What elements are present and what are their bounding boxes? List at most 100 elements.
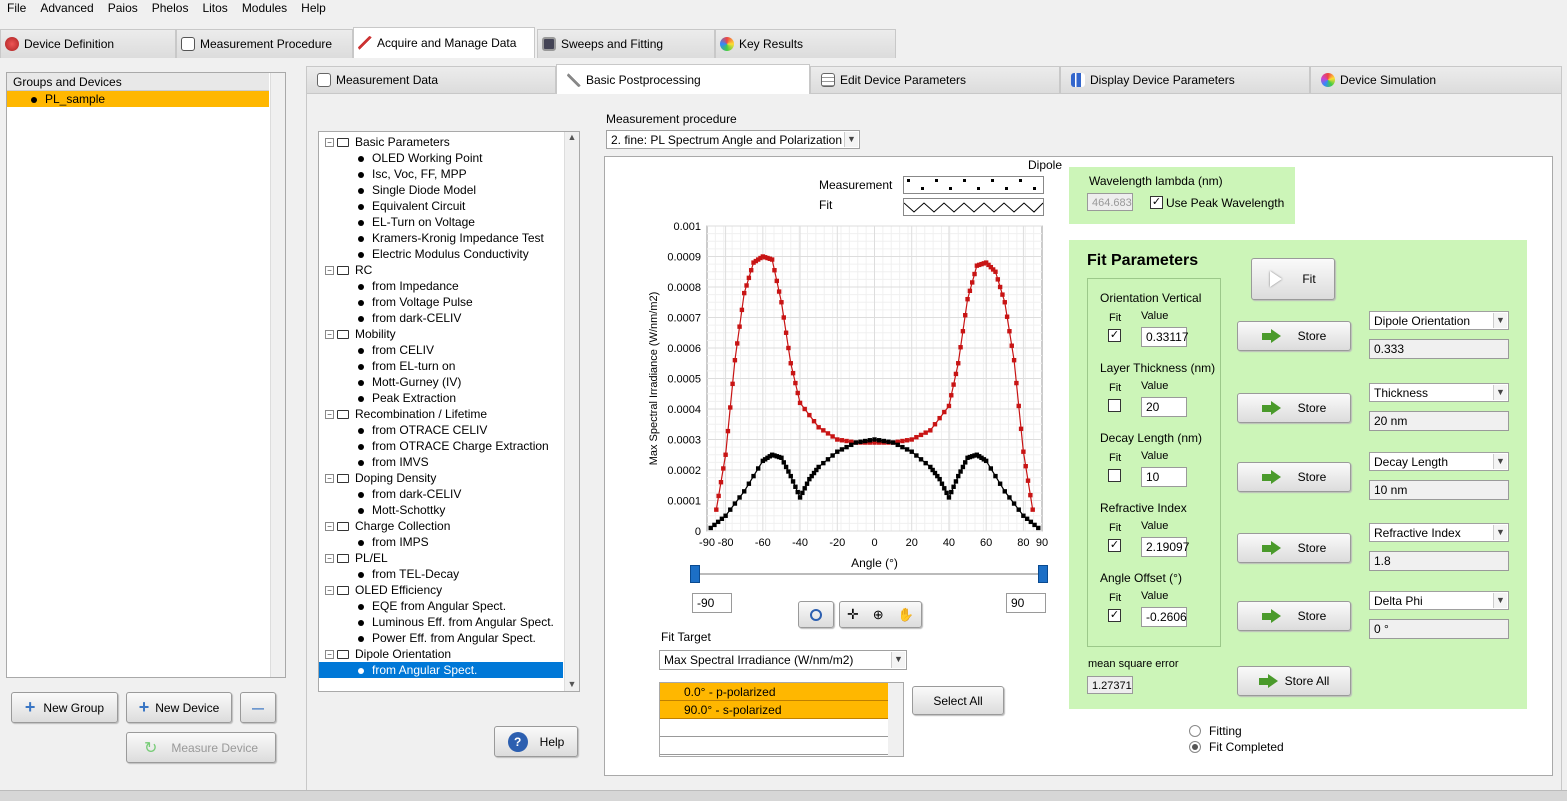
store-all-button[interactable]: Store All	[1237, 666, 1351, 696]
store-button[interactable]: Store	[1237, 462, 1351, 492]
tree-group[interactable]: − Charge Collection	[325, 518, 450, 534]
tree-group[interactable]: − OLED Efficiency	[325, 582, 442, 598]
fit-checkbox[interactable]	[1108, 469, 1121, 482]
collapse-icon[interactable]: −	[325, 522, 334, 532]
collapse-icon[interactable]: −	[325, 650, 334, 660]
select-all-button[interactable]: Select All	[912, 686, 1004, 715]
tree-group[interactable]: − PL/EL	[325, 550, 388, 566]
plot-tools-button[interactable]: ✛ ⊕ ✋	[839, 601, 922, 628]
tree-group[interactable]: − Recombination / Lifetime	[325, 406, 487, 422]
menu-item-litos[interactable]: Litos	[202, 1, 228, 15]
device-item[interactable]: PL_sample	[7, 91, 269, 107]
store-button[interactable]: Store	[1237, 393, 1351, 423]
tree-item[interactable]: from IMPS	[319, 534, 429, 550]
range-max-input[interactable]: 90	[1006, 593, 1046, 613]
param-value-input[interactable]: 2.19097	[1141, 537, 1189, 557]
tab-device-definition[interactable]: Device Definition	[0, 29, 176, 58]
use-peak-checkbox[interactable]: ✓	[1150, 196, 1163, 209]
tree-item[interactable]: from CELIV	[319, 342, 434, 358]
collapse-icon[interactable]: −	[325, 474, 334, 484]
fit-checkbox[interactable]: ✓	[1108, 609, 1121, 622]
tree-item[interactable]: from OTRACE CELIV	[319, 422, 487, 438]
tree-item[interactable]: Kramers-Kronig Impedance Test	[319, 230, 544, 246]
tree-item[interactable]: Mott-Schottky	[319, 502, 445, 518]
tree-item[interactable]: Equivalent Circuit	[319, 198, 465, 214]
tree-item[interactable]: from OTRACE Charge Extraction	[319, 438, 549, 454]
fit-target-item[interactable]: 90.0° - s-polarized	[660, 701, 888, 719]
tree-item[interactable]: Luminous Eff. from Angular Spect.	[319, 614, 554, 630]
tree-item[interactable]: from dark-CELIV	[319, 486, 461, 502]
new-group-button[interactable]: + New Group	[11, 692, 118, 723]
target-param-select[interactable]: Decay Length ▼	[1369, 452, 1509, 471]
subtab-display-device-parameters[interactable]: Display Device Parameters	[1060, 66, 1310, 93]
help-button[interactable]: ? Help	[494, 726, 578, 757]
tree-item[interactable]: from IMVS	[319, 454, 429, 470]
tab-sweeps-fitting[interactable]: Sweeps and Fitting	[537, 29, 715, 58]
target-param-select[interactable]: Refractive Index ▼	[1369, 523, 1509, 542]
tree-item[interactable]: from TEL-Decay	[319, 566, 459, 582]
new-device-button[interactable]: + New Device	[126, 692, 232, 723]
tree-item[interactable]: from Impedance	[319, 278, 459, 294]
tree-item[interactable]: Isc, Voc, FF, MPP	[319, 166, 467, 182]
param-value-input[interactable]: -0.2606	[1141, 607, 1187, 627]
tree-item[interactable]: Power Eff. from Angular Spect.	[319, 630, 536, 646]
tree-scrollbar[interactable]: ▲ ▼	[564, 132, 579, 691]
groups-scrollbar[interactable]	[270, 73, 285, 677]
fit-checkbox[interactable]: ✓	[1108, 329, 1121, 342]
menu-item-advanced[interactable]: Advanced	[40, 1, 94, 15]
fit-target-select[interactable]: Max Spectral Irradiance (W/nm/m2) ▼	[659, 650, 907, 670]
param-value-input[interactable]: 10	[1141, 467, 1187, 487]
tab-key-results[interactable]: Key Results	[715, 29, 896, 58]
collapse-icon[interactable]: −	[325, 410, 334, 420]
menu-item-help[interactable]: Help	[301, 1, 326, 15]
tree-group[interactable]: − Mobility	[325, 326, 396, 342]
range-max-handle[interactable]	[1038, 565, 1048, 583]
tree-item[interactable]: EQE from Angular Spect.	[319, 598, 506, 614]
tree-item[interactable]: from Voltage Pulse	[319, 294, 473, 310]
range-min-input[interactable]: -90	[692, 593, 732, 613]
collapse-icon[interactable]: −	[325, 330, 334, 340]
tab-measurement-procedure[interactable]: Measurement Procedure	[176, 29, 353, 58]
fit-target-item[interactable]: 0.0° - p-polarized	[660, 683, 888, 701]
measure-device-button[interactable]: ↻ Measure Device	[126, 732, 276, 763]
tree-group[interactable]: − RC	[325, 262, 372, 278]
menu-item-paios[interactable]: Paios	[107, 1, 138, 15]
menu-item-modules[interactable]: Modules	[241, 1, 288, 15]
fit-button[interactable]: Fit	[1251, 258, 1335, 300]
target-param-select[interactable]: Dipole Orientation ▼	[1369, 311, 1509, 330]
store-button[interactable]: Store	[1237, 321, 1351, 351]
collapse-icon[interactable]: −	[325, 586, 334, 596]
param-value-input[interactable]: 20	[1141, 397, 1187, 417]
param-value-input[interactable]: 0.33117	[1141, 327, 1189, 347]
tree-group[interactable]: − Basic Parameters	[325, 134, 450, 150]
tab-acquire-manage-data[interactable]: Acquire and Manage Data	[353, 27, 535, 58]
zoom-button[interactable]	[798, 601, 834, 628]
fit-target-scrollbar[interactable]	[888, 683, 903, 756]
tree-item[interactable]: Single Diode Model	[319, 182, 476, 198]
tree-item[interactable]: from Angular Spect.	[319, 662, 563, 678]
fit-checkbox[interactable]: ✓	[1108, 539, 1121, 552]
tree-item[interactable]: Peak Extraction	[319, 390, 456, 406]
tree-item[interactable]: Mott-Gurney (IV)	[319, 374, 461, 390]
tree-item[interactable]: EL-Turn on Voltage	[319, 214, 475, 230]
subtab-device-simulation[interactable]: Device Simulation	[1310, 66, 1562, 93]
subtab-measurement-data[interactable]: Measurement Data	[306, 66, 556, 93]
remove-button[interactable]: —	[240, 692, 276, 723]
tree-group[interactable]: − Doping Density	[325, 470, 436, 486]
target-param-select[interactable]: Thickness ▼	[1369, 383, 1509, 402]
subtab-basic-postprocessing[interactable]: Basic Postprocessing	[556, 64, 810, 94]
range-min-handle[interactable]	[690, 565, 700, 583]
tree-item[interactable]: OLED Working Point	[319, 150, 483, 166]
collapse-icon[interactable]: −	[325, 554, 334, 564]
menu-item-file[interactable]: File	[7, 1, 27, 15]
store-button[interactable]: Store	[1237, 601, 1351, 631]
tree-item[interactable]: from dark-CELIV	[319, 310, 461, 326]
tree-item[interactable]: Electric Modulus Conductivity	[319, 246, 529, 262]
collapse-icon[interactable]: −	[325, 266, 334, 276]
subtab-edit-device-parameters[interactable]: Edit Device Parameters	[810, 66, 1060, 93]
tree-item[interactable]: from EL-turn on	[319, 358, 455, 374]
menu-item-phelos[interactable]: Phelos	[151, 1, 189, 15]
fit-checkbox[interactable]	[1108, 399, 1121, 412]
wavelength-input[interactable]: 464.683	[1087, 193, 1133, 211]
target-param-select[interactable]: Delta Phi ▼	[1369, 591, 1509, 610]
